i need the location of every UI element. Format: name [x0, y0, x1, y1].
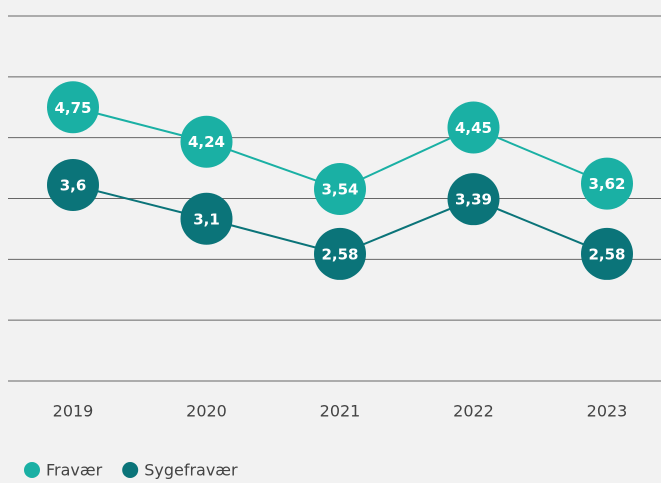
x-tick-label: 2020 — [186, 402, 227, 421]
legend-swatch — [24, 462, 40, 478]
value-label: 2,58 — [588, 245, 625, 263]
value-label: 3,6 — [60, 176, 87, 194]
value-label: 3,1 — [193, 210, 220, 228]
x-tick-label: 2023 — [587, 402, 628, 421]
value-label: 3,54 — [321, 181, 358, 199]
data-point — [314, 163, 366, 216]
data-point — [447, 101, 500, 154]
x-tick-label: 2019 — [53, 402, 94, 421]
legend-label: Sygefravær — [144, 461, 238, 480]
data-point — [447, 173, 500, 226]
legend-swatch — [122, 462, 139, 478]
value-label: 3,39 — [455, 191, 492, 209]
data-point — [180, 115, 233, 168]
value-label: 3,62 — [588, 175, 625, 193]
legend-label: Fravær — [46, 461, 103, 480]
value-label: 4,45 — [455, 119, 492, 137]
data-point — [47, 81, 99, 134]
data-point — [47, 158, 99, 211]
data-point — [581, 227, 633, 280]
value-label: 4,75 — [54, 99, 91, 117]
value-label: 4,24 — [188, 133, 225, 151]
data-point — [581, 157, 633, 210]
data-point — [314, 227, 366, 280]
value-label: 2,58 — [321, 245, 358, 263]
data-point — [180, 192, 233, 245]
x-tick-label: 2022 — [453, 402, 494, 421]
x-tick-label: 2021 — [320, 402, 361, 421]
